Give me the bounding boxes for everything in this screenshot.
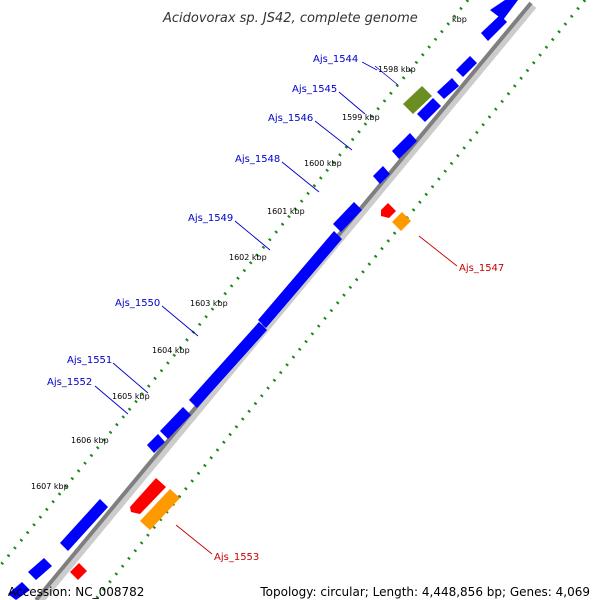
- gene-label: Ajs_1547: [459, 263, 504, 274]
- gene-feature: [258, 231, 342, 328]
- gene-feature: [60, 499, 108, 551]
- gene-feature: [70, 563, 87, 580]
- gene-feature: [381, 203, 396, 218]
- gene-feature: [392, 133, 417, 159]
- tick-label: 1605 kbp: [112, 392, 150, 401]
- gene-feature: [130, 478, 166, 514]
- gene-feature: [160, 407, 191, 439]
- tick-label: 1600 kbp: [304, 159, 342, 168]
- gene-feature: [417, 98, 441, 122]
- label-leader: [175, 524, 213, 555]
- gene-label: Ajs_1553: [214, 552, 259, 563]
- gene-feature: [490, 0, 518, 20]
- gene-label: Ajs_1552: [47, 377, 92, 388]
- tick-label: 1601 kbp: [267, 207, 305, 216]
- gene-label: Ajs_1546: [268, 113, 313, 124]
- coordinate-ticks: kbp 1598 kbp 1599 kbp 1600 kbp 1601 kbp …: [31, 15, 467, 491]
- tick-label: 1603 kbp: [190, 299, 228, 308]
- gene-feature: [373, 166, 390, 184]
- forward-genes: [8, 0, 518, 600]
- gene-feature: [456, 56, 477, 77]
- gene-feature: [140, 489, 180, 530]
- tick-label: 1599 kbp: [342, 113, 380, 122]
- gene-label: Ajs_1549: [188, 213, 233, 224]
- label-leader: [234, 220, 271, 251]
- tick-leader: [374, 65, 399, 86]
- reverse-genes: [70, 203, 411, 580]
- tick-label: 1606 kbp: [71, 436, 109, 445]
- gene-label: Ajs_1544: [313, 54, 358, 65]
- forward-gene-labels: Ajs_1544 Ajs_1545 Ajs_1546 Ajs_1548 Ajs_…: [47, 54, 378, 415]
- tick-label: 1607 kbp: [31, 482, 69, 491]
- gene-feature: [392, 212, 411, 231]
- label-leader: [314, 120, 353, 151]
- gene-label: Ajs_1548: [235, 154, 280, 165]
- reverse-gene-labels: Ajs_1547 Ajs_1553: [175, 235, 504, 563]
- accession-text: Accession: NC_008782: [8, 585, 145, 599]
- gene-feature: [147, 434, 165, 453]
- gene-feature: [189, 322, 267, 408]
- label-leader: [112, 362, 149, 394]
- gene-label: Ajs_1551: [67, 355, 112, 366]
- gene-feature: [333, 202, 362, 232]
- label-leader: [161, 305, 199, 337]
- gene-feature: [28, 558, 52, 580]
- tick-label: 1598 kbp: [378, 65, 416, 74]
- tick-label: kbp: [452, 15, 467, 24]
- gene-feature: [437, 78, 459, 99]
- gene-label: Ajs_1550: [115, 298, 160, 309]
- map-title: Acidovorax sp. JS42, complete genome: [162, 11, 418, 26]
- tick-label: 1602 kbp: [229, 253, 267, 262]
- label-leader: [361, 61, 378, 71]
- other-feature: [403, 86, 432, 114]
- tick-label: 1604 kbp: [152, 346, 190, 355]
- gene-feature: [8, 582, 30, 600]
- topology-text: Topology: circular; Length: 4,448,856 bp…: [260, 585, 590, 599]
- gene-feature: [481, 15, 507, 41]
- label-leader: [281, 161, 320, 193]
- genome-backbone-shadow: [37, 4, 537, 600]
- label-leader: [338, 91, 366, 115]
- label-leader: [418, 235, 458, 267]
- label-leader: [94, 385, 129, 415]
- gene-label: Ajs_1545: [292, 84, 337, 95]
